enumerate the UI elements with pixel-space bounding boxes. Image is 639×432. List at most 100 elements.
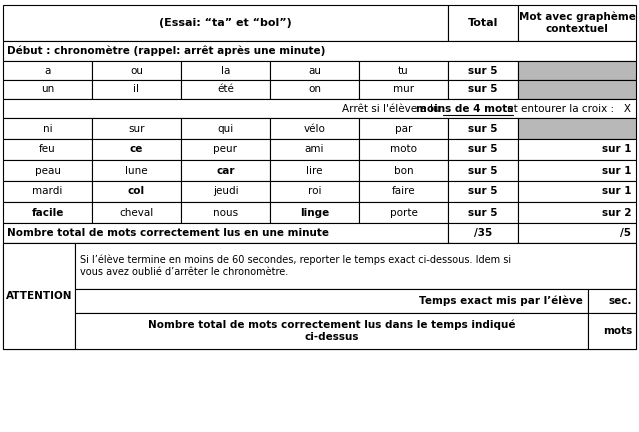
Text: Nombre total de mots correctement lus en une minute: Nombre total de mots correctement lus en… xyxy=(7,228,329,238)
Text: cheval: cheval xyxy=(119,207,153,217)
Text: sur 5: sur 5 xyxy=(468,165,498,175)
Text: sur 5: sur 5 xyxy=(468,144,498,155)
Bar xyxy=(270,202,359,223)
Bar xyxy=(3,243,75,349)
Bar xyxy=(448,202,518,223)
Text: sur 1: sur 1 xyxy=(601,187,631,197)
Text: Arrêt si l'élève a lu: Arrêt si l'élève a lu xyxy=(342,104,443,114)
Bar xyxy=(75,243,636,289)
Text: ce: ce xyxy=(130,144,143,155)
Text: feu: feu xyxy=(39,144,56,155)
Bar xyxy=(3,118,92,139)
Text: Début : chronomètre (rappel: arrêt après une minute): Début : chronomètre (rappel: arrêt après… xyxy=(7,46,325,56)
Bar xyxy=(92,118,181,139)
Text: et entourer la croix :   X: et entourer la croix : X xyxy=(504,104,631,114)
Bar xyxy=(448,181,518,202)
Bar xyxy=(92,61,181,80)
Text: peur: peur xyxy=(213,144,238,155)
Bar xyxy=(359,202,448,223)
Bar xyxy=(181,160,270,181)
Text: sur 5: sur 5 xyxy=(468,207,498,217)
Bar xyxy=(92,80,181,99)
Bar xyxy=(518,181,636,202)
Text: un: un xyxy=(41,85,54,95)
Text: moins de 4 mots: moins de 4 mots xyxy=(415,104,513,114)
Bar xyxy=(518,202,636,223)
Bar xyxy=(270,80,359,99)
Text: il: il xyxy=(134,85,139,95)
Bar xyxy=(181,61,270,80)
Text: par: par xyxy=(395,124,412,133)
Bar xyxy=(181,139,270,160)
Text: lire: lire xyxy=(306,165,323,175)
Bar xyxy=(3,41,636,61)
Text: /35: /35 xyxy=(474,228,492,238)
Bar xyxy=(270,160,359,181)
Text: sur 5: sur 5 xyxy=(468,187,498,197)
Text: Total: Total xyxy=(468,18,498,28)
Text: nous: nous xyxy=(213,207,238,217)
Text: ni: ni xyxy=(43,124,52,133)
Bar xyxy=(518,80,636,99)
Bar xyxy=(3,99,636,118)
Text: ami: ami xyxy=(305,144,324,155)
Text: faire: faire xyxy=(392,187,415,197)
Text: au: au xyxy=(308,66,321,76)
Text: col: col xyxy=(128,187,145,197)
Bar xyxy=(448,223,518,243)
Bar xyxy=(270,139,359,160)
Text: mardi: mardi xyxy=(33,187,63,197)
Text: tu: tu xyxy=(398,66,409,76)
Bar xyxy=(3,202,92,223)
Bar xyxy=(181,118,270,139)
Text: lune: lune xyxy=(125,165,148,175)
Bar xyxy=(75,313,588,349)
Bar xyxy=(448,160,518,181)
Text: sur: sur xyxy=(128,124,145,133)
Bar xyxy=(3,5,448,41)
Bar xyxy=(359,80,448,99)
Text: jeudi: jeudi xyxy=(213,187,238,197)
Text: Mot avec graphème
contextuel: Mot avec graphème contextuel xyxy=(519,12,635,34)
Bar xyxy=(92,181,181,202)
Bar xyxy=(92,139,181,160)
Text: facile: facile xyxy=(31,207,64,217)
Text: la: la xyxy=(221,66,230,76)
Bar xyxy=(3,181,92,202)
Text: /5: /5 xyxy=(620,228,631,238)
Text: a: a xyxy=(44,66,50,76)
Bar xyxy=(270,118,359,139)
Bar xyxy=(359,118,448,139)
Bar xyxy=(359,181,448,202)
Text: on: on xyxy=(308,85,321,95)
Bar xyxy=(518,5,636,41)
Bar xyxy=(359,160,448,181)
Bar xyxy=(270,61,359,80)
Bar xyxy=(92,202,181,223)
Bar xyxy=(92,160,181,181)
Bar xyxy=(3,223,448,243)
Text: sec.: sec. xyxy=(608,296,632,306)
Text: porte: porte xyxy=(390,207,417,217)
Bar xyxy=(270,181,359,202)
Bar xyxy=(448,139,518,160)
Bar xyxy=(181,181,270,202)
Bar xyxy=(518,139,636,160)
Text: linge: linge xyxy=(300,207,329,217)
Text: Nombre total de mots correctement lus dans le temps indiqué
ci-dessus: Nombre total de mots correctement lus da… xyxy=(148,320,515,342)
Bar xyxy=(588,313,636,349)
Text: vélo: vélo xyxy=(304,124,325,133)
Text: roi: roi xyxy=(308,187,321,197)
Text: sur 5: sur 5 xyxy=(468,85,498,95)
Bar xyxy=(448,61,518,80)
Text: Si l’élève termine en moins de 60 secondes, reporter le temps exact ci-dessous. : Si l’élève termine en moins de 60 second… xyxy=(80,255,511,277)
Text: (Essai: “ta” et “bol”): (Essai: “ta” et “bol”) xyxy=(159,18,292,28)
Bar xyxy=(359,61,448,80)
Text: peau: peau xyxy=(35,165,61,175)
Bar xyxy=(359,139,448,160)
Text: qui: qui xyxy=(217,124,234,133)
Text: ATTENTION: ATTENTION xyxy=(6,291,72,301)
Bar xyxy=(518,223,636,243)
Bar xyxy=(448,80,518,99)
Bar xyxy=(518,160,636,181)
